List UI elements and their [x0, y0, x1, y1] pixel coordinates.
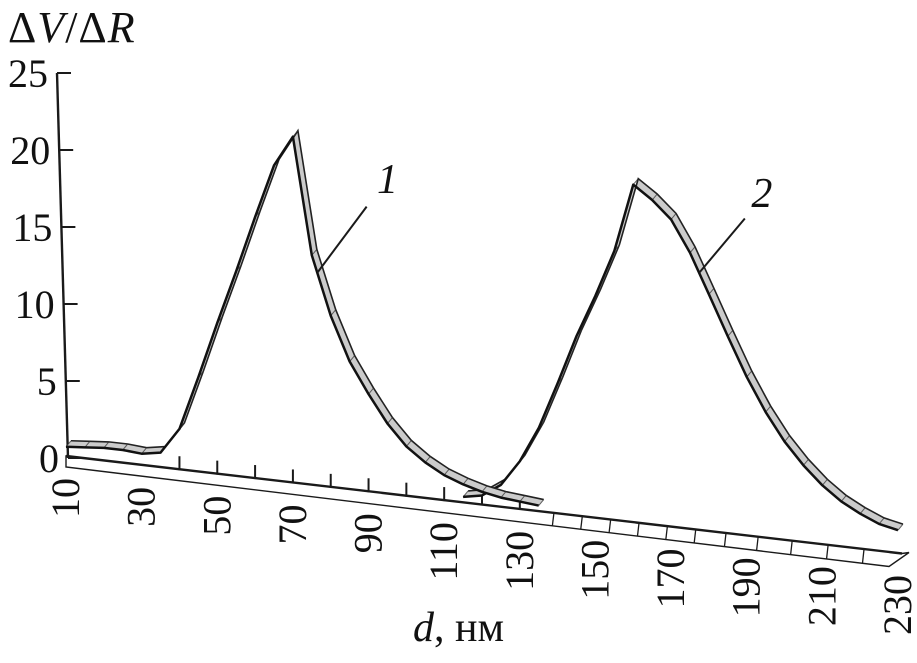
band-divider — [825, 545, 829, 560]
y-axis: 0 5 10 15 20 25 — [8, 51, 82, 481]
ribbon-seam — [405, 440, 412, 447]
band-divider — [580, 516, 583, 530]
y-axis-title-part: Δ — [78, 3, 108, 52]
ribbon-seam — [443, 468, 450, 476]
y-tick-label: 25 — [8, 51, 48, 96]
annotation-curve-1: 1 — [316, 157, 398, 274]
x-tick-label: 30 — [119, 487, 164, 527]
series-2-ribbon-fill — [463, 178, 903, 531]
y-tick-label: 15 — [12, 205, 52, 250]
ribbon-seam — [897, 523, 904, 531]
y-tick-label: 10 — [15, 282, 55, 327]
ribbon-seam — [803, 459, 809, 466]
x-tick-label: 130 — [497, 531, 542, 591]
x-tick-label: 70 — [270, 504, 315, 544]
x-axis-title-part: d — [412, 605, 434, 651]
ribbon-seam — [821, 479, 828, 486]
y-axis-title: ΔV/ΔR — [8, 2, 136, 53]
annotation-curve-2: 2 — [698, 171, 772, 274]
ribbon-seam — [651, 193, 658, 201]
band-divider — [693, 530, 697, 544]
y-axis-line — [55, 72, 70, 459]
band-divider — [755, 537, 759, 551]
x-tick-label: 10 — [43, 478, 88, 518]
x-axis-line — [65, 454, 903, 555]
band-divider — [551, 513, 555, 527]
series-2-ribbon — [462, 177, 904, 532]
x-tick-label: 150 — [572, 540, 617, 600]
x-tick-label: 110 — [421, 522, 466, 581]
y-axis-title-part: Δ — [8, 3, 38, 52]
ribbon-seam — [632, 178, 639, 185]
x-tick-label: 90 — [346, 513, 391, 553]
y-tick-label: 5 — [37, 359, 57, 404]
band-divider — [608, 520, 612, 533]
ribbon-seam — [840, 495, 847, 502]
x-axis-title-part: , нм — [433, 605, 505, 651]
x-axis-band — [65, 454, 910, 568]
band-divider — [861, 549, 865, 564]
band-divider — [665, 526, 668, 540]
x-axis-band-face — [65, 455, 910, 568]
ribbon-seam — [538, 499, 545, 506]
y-axis-title-part: / — [65, 3, 79, 52]
series-2-back-edge — [468, 177, 904, 525]
y-tick-label: 20 — [10, 128, 50, 173]
series-2-front-edge — [462, 183, 899, 532]
x-tick-label: 170 — [648, 549, 693, 609]
x-tick-label: 210 — [799, 566, 844, 626]
x-tick-label: 50 — [194, 496, 239, 536]
x-axis-title: d, нм — [0, 604, 917, 652]
y-axis-title-part: R — [107, 3, 136, 52]
annotation-label: 1 — [377, 157, 398, 203]
annotation-label: 2 — [751, 171, 772, 217]
band-divider — [723, 533, 727, 547]
y-axis-title-part: V — [37, 3, 66, 52]
series-1-ribbon — [65, 128, 545, 507]
series-1-back-edge — [70, 128, 544, 501]
band-divider — [636, 523, 640, 537]
annotation-leader-line — [316, 206, 368, 274]
ribbon-seam — [859, 507, 866, 515]
x-tick-label: 230 — [875, 575, 917, 635]
x-tick-label: 190 — [724, 557, 769, 617]
band-divider — [789, 541, 793, 555]
ribbon-seam — [292, 130, 299, 137]
series-1-ribbon-fill — [66, 130, 544, 506]
series-1-front-edge — [65, 135, 539, 507]
ribbon-seam — [424, 456, 431, 463]
ribbon-seam — [670, 213, 677, 220]
annotation-leader-line — [698, 217, 746, 274]
y-tick-label: 0 — [39, 436, 59, 481]
x-tick-labels: 10 30 50 70 90 110 130 150 170 190 210 230 — [43, 478, 917, 635]
